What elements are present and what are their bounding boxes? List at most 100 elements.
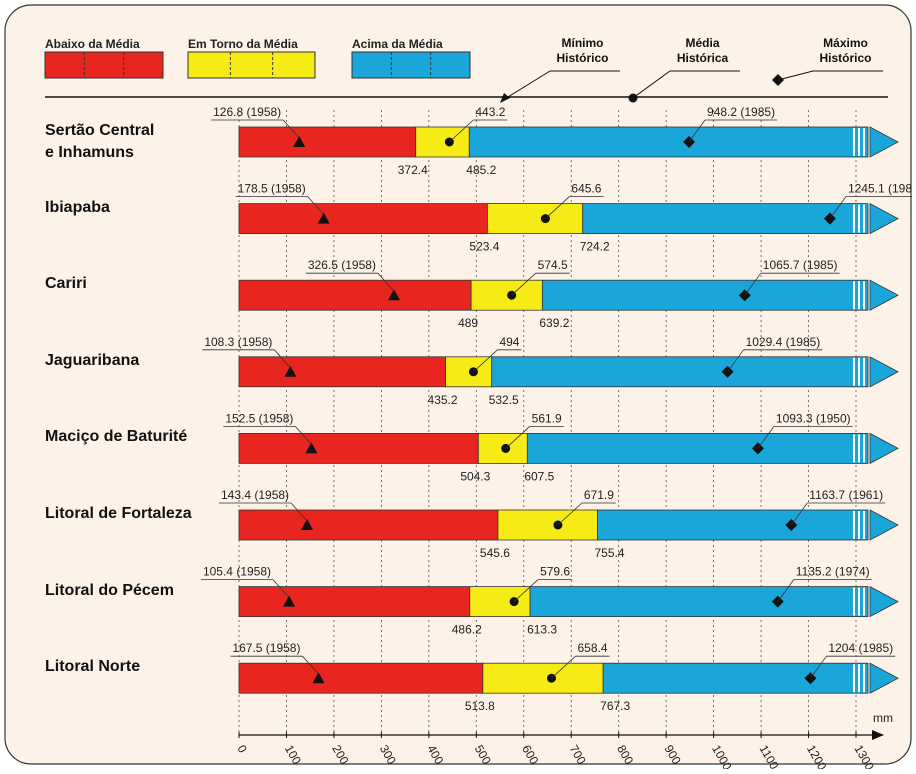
min-marker (284, 365, 297, 377)
bar-break (853, 281, 855, 310)
leader (307, 196, 325, 215)
leader (829, 196, 847, 219)
leader (511, 272, 536, 296)
legend-marker-label: Máximo Histórico (819, 36, 872, 65)
bar-break (853, 204, 855, 233)
leader (757, 426, 775, 449)
mean-label: 561.9 (532, 411, 562, 425)
bar-break (858, 511, 860, 539)
legend-swatch (351, 51, 471, 79)
leader (790, 502, 808, 526)
bar-break (858, 281, 860, 310)
upper-label: 607.5 (524, 469, 554, 483)
lower-label: 523.4 (469, 240, 499, 254)
bar-break (858, 357, 860, 386)
bar-arrow (869, 585, 899, 618)
around-bar (497, 509, 598, 541)
upper-label: 485.2 (466, 163, 496, 177)
leader (513, 579, 539, 602)
upper-label: 767.3 (600, 699, 630, 713)
leader (272, 579, 290, 598)
bar-break (863, 587, 865, 616)
bar-arrow (869, 662, 899, 694)
category-label-box: Litoral do Pécem (45, 582, 174, 599)
bar-break (863, 128, 865, 156)
category-label: Jaguaribana (45, 351, 140, 369)
legend-marker-label-box: Máximo Histórico (819, 36, 872, 65)
category-label: Litoral Norte (45, 658, 141, 676)
mean-label: 658.4 (577, 641, 607, 655)
mean-label: 645.6 (571, 182, 601, 196)
around-bar (482, 662, 604, 694)
mean-label: 494 (499, 335, 519, 349)
legend-label: Em Torno da Média (188, 37, 298, 51)
lower-label: 372.4 (398, 163, 428, 177)
max-label: 948.2 (1985) (707, 105, 775, 119)
min-marker (283, 595, 296, 607)
below-bar (238, 356, 446, 388)
min-label: 143.4 (1958) (221, 488, 289, 502)
category-label: Maciço de Baturité (45, 428, 188, 446)
upper-label: 755.4 (595, 546, 625, 560)
legend-marker-label-box: Mínimo Histórico (556, 36, 608, 65)
min-label: 108.3 (1958) (204, 335, 272, 349)
bar-arrow (869, 432, 899, 465)
legend-swatch (44, 51, 164, 79)
category-label-box: Sertão Central e Inhamuns (45, 122, 154, 161)
bar-break (853, 128, 855, 156)
bar-break (858, 434, 860, 463)
bar-break (863, 281, 865, 310)
min-label: 105.4 (1958) (203, 565, 271, 579)
leader (473, 349, 498, 373)
leader (551, 655, 576, 679)
category-label: Cariri (45, 275, 87, 293)
mean-label: 671.9 (584, 488, 614, 502)
lower-label: 489 (458, 316, 478, 330)
bar-break (863, 511, 865, 539)
max-label: 1093.3 (1950) (776, 411, 851, 425)
bar-break (858, 128, 860, 156)
leader (545, 196, 570, 219)
lower-label: 486.2 (452, 623, 482, 637)
legend-marker-label: Média Histórica (676, 36, 729, 65)
below-bar (238, 126, 417, 158)
min-marker (301, 519, 314, 530)
min-marker (305, 442, 318, 454)
below-bar (238, 203, 488, 235)
min-label: 126.8 (1958) (213, 105, 281, 119)
above-bar (602, 662, 869, 694)
legend-leader (777, 70, 814, 81)
category-label-box: Cariri (45, 275, 87, 293)
bar-break (863, 357, 865, 386)
bar-break (853, 357, 855, 386)
min-marker (312, 672, 325, 684)
x-axis-arrow (872, 730, 884, 740)
leader (744, 272, 762, 296)
category-label: Ibiapaba (45, 198, 110, 216)
mean-label: 579.6 (540, 565, 570, 579)
leader (688, 119, 706, 143)
lower-label: 504.3 (460, 469, 490, 483)
leader (777, 579, 795, 602)
bar-break (863, 664, 865, 693)
leader (505, 426, 530, 449)
category-label-box: Jaguaribana (45, 351, 140, 369)
bar-break (858, 664, 860, 693)
category-label: Litoral de Fortaleza (45, 505, 192, 522)
legend-symbol (772, 74, 784, 86)
category-label-box: Litoral Norte (45, 658, 141, 676)
around-bar (470, 279, 543, 311)
min-label: 152.5 (1958) (225, 411, 293, 425)
min-label: 326.5 (1958) (308, 258, 376, 272)
x-axis-unit: mm (873, 711, 893, 725)
below-bar (238, 279, 472, 311)
leader (727, 349, 744, 373)
bar-arrow (869, 279, 899, 311)
legend-swatch (187, 51, 316, 79)
leader (449, 119, 474, 143)
above-bar (597, 509, 869, 541)
leader (282, 119, 300, 139)
upper-label: 613.3 (527, 623, 557, 637)
bar-arrow (869, 202, 899, 235)
